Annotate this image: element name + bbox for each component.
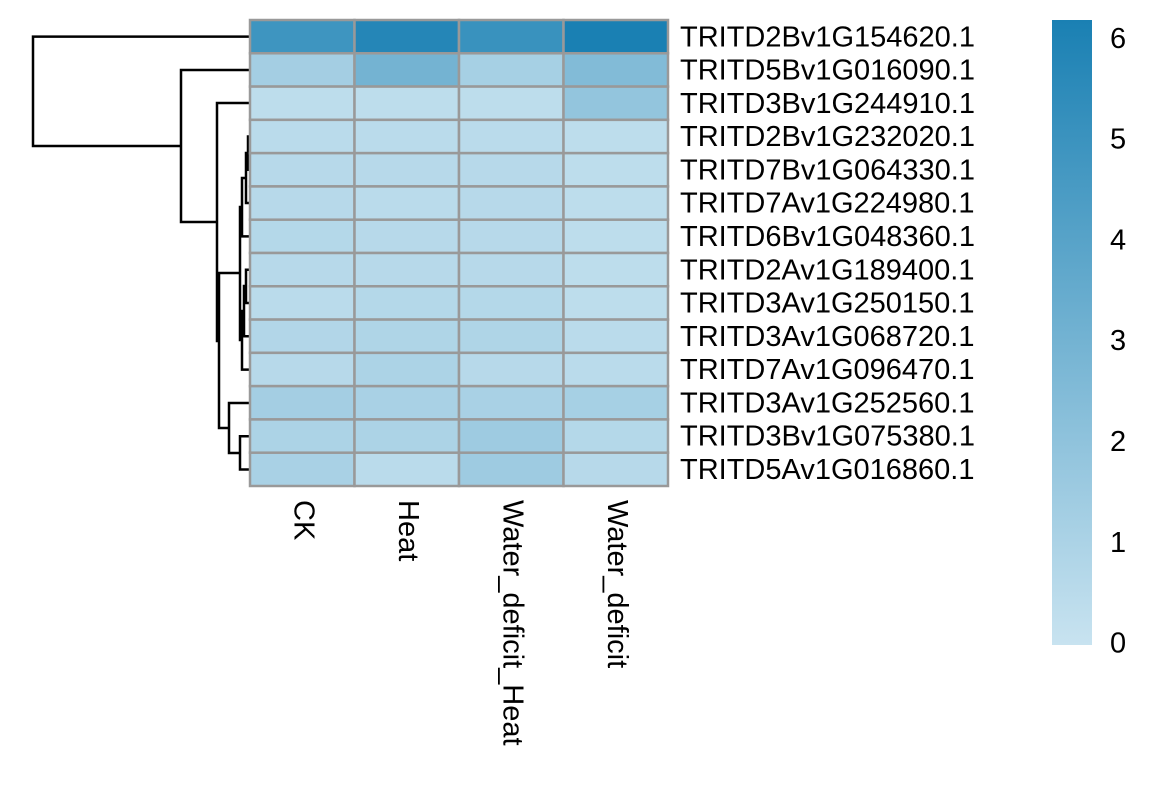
row-label: TRITD3Av1G068720.1 <box>680 321 974 353</box>
cell <box>248 318 356 355</box>
cell <box>353 351 461 388</box>
row-label: TRITD2Av1G189400.1 <box>680 254 974 286</box>
cell <box>457 52 565 88</box>
cell <box>562 185 670 221</box>
cell <box>248 185 356 221</box>
cell <box>562 384 670 421</box>
cell <box>353 18 461 55</box>
cell <box>457 118 565 155</box>
cell <box>248 52 356 88</box>
row-label: TRITD3Av1G250150.1 <box>680 288 974 320</box>
cell <box>457 251 565 288</box>
cell <box>353 185 461 221</box>
cell <box>353 418 461 454</box>
row-label: TRITD7Av1G224980.1 <box>680 188 974 220</box>
column-label: Water_deficit_Heat <box>497 500 529 746</box>
cell <box>457 218 565 255</box>
cell <box>248 85 356 122</box>
column-label: Water_deficit <box>601 500 633 668</box>
colorbar <box>1052 20 1092 645</box>
cell <box>562 85 670 122</box>
cell <box>353 151 461 188</box>
cell <box>353 52 461 88</box>
cell <box>248 118 356 155</box>
cell <box>562 285 670 321</box>
colorbar-tick-label: 3 <box>1110 325 1126 357</box>
row-dendrogram <box>31 35 250 471</box>
cell <box>248 351 356 388</box>
cell <box>457 451 565 488</box>
cell <box>353 251 461 288</box>
cell <box>248 418 356 454</box>
cell <box>457 418 565 454</box>
cell <box>353 85 461 122</box>
row-label: TRITD7Av1G096470.1 <box>680 354 974 386</box>
row-label: TRITD2Bv1G154620.1 <box>680 21 975 53</box>
row-label: TRITD3Av1G252560.1 <box>680 387 974 419</box>
cell <box>248 251 356 288</box>
cell <box>248 451 356 488</box>
colorbar-tick-label: 0 <box>1110 628 1126 660</box>
cell <box>353 318 461 355</box>
cell <box>562 318 670 355</box>
cell <box>562 218 670 255</box>
cell <box>457 285 565 321</box>
cell <box>248 18 356 55</box>
cell <box>457 85 565 122</box>
cell <box>248 285 356 321</box>
cell <box>562 18 670 55</box>
colorbar-tick-label: 6 <box>1110 23 1126 55</box>
cell <box>562 52 670 88</box>
cell <box>562 451 670 488</box>
row-label: TRITD5Bv1G016090.1 <box>680 55 975 87</box>
row-label: TRITD5Av1G016860.1 <box>680 454 974 486</box>
cell <box>248 151 356 188</box>
colorbar-tick-label: 1 <box>1110 527 1126 559</box>
cell <box>353 118 461 155</box>
column-label: Heat <box>392 500 424 561</box>
cell <box>457 384 565 421</box>
cell <box>457 185 565 221</box>
colorbar-tick-label: 2 <box>1110 426 1126 458</box>
cell <box>562 151 670 188</box>
cell <box>562 351 670 388</box>
row-label: TRITD3Bv1G244910.1 <box>680 88 975 120</box>
cell <box>353 384 461 421</box>
cell <box>457 318 565 355</box>
colorbar-tick-label: 4 <box>1110 224 1126 256</box>
row-label: TRITD6Bv1G048360.1 <box>680 221 975 253</box>
cell <box>248 218 356 255</box>
cell <box>457 18 565 55</box>
row-label: TRITD3Bv1G075380.1 <box>680 421 975 453</box>
cell <box>353 285 461 321</box>
row-label: TRITD7Bv1G064330.1 <box>680 154 975 186</box>
cell <box>562 251 670 288</box>
colorbar-tick-label: 5 <box>1110 124 1126 156</box>
cell <box>457 351 565 388</box>
cell <box>248 384 356 421</box>
cell <box>562 118 670 155</box>
cell <box>562 418 670 454</box>
cell <box>353 218 461 255</box>
cell <box>353 451 461 488</box>
row-label: TRITD2Bv1G232020.1 <box>680 121 975 153</box>
cell <box>457 151 565 188</box>
column-label: CK <box>288 500 320 541</box>
